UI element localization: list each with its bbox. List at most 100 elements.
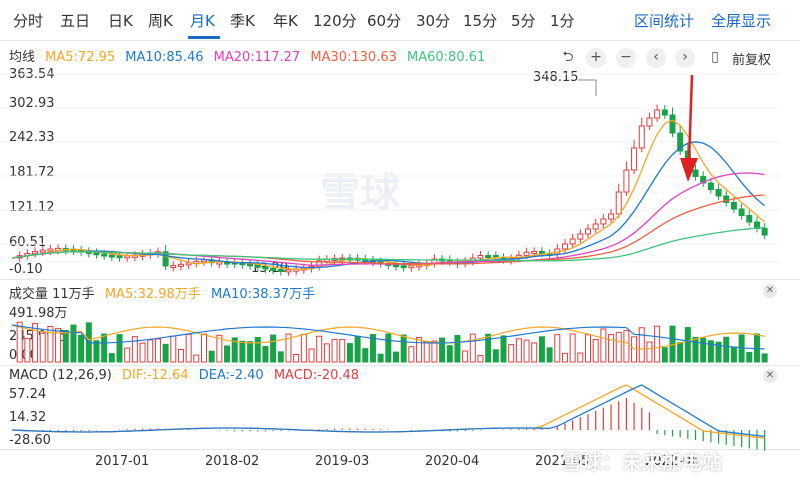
tab-120min[interactable]: 120分 — [313, 12, 357, 30]
close-volume-panel-icon[interactable]: ✕ — [763, 284, 777, 298]
zoom-out-icon[interactable]: − — [616, 48, 636, 68]
volume-bar — [723, 336, 730, 363]
annotation-arrow-shaft — [687, 74, 694, 161]
candle — [124, 255, 131, 259]
volume-bar — [55, 328, 62, 363]
tab-30min[interactable]: 30分 — [416, 12, 451, 30]
candle — [654, 109, 661, 119]
date-tick-label: 2021-05 — [535, 454, 590, 469]
vol-ma10-label: MA10:38.37万手 — [210, 287, 316, 302]
candle — [746, 215, 753, 223]
volume-bar — [492, 349, 499, 363]
interval-stats-button[interactable]: 区间统计 — [634, 12, 695, 30]
volume-bar — [715, 341, 722, 363]
fullscreen-button[interactable]: 全屏显示 — [711, 12, 772, 30]
ma-line — [11, 226, 765, 262]
ma-line — [11, 194, 765, 265]
candle — [193, 260, 200, 264]
candle — [669, 114, 676, 134]
volume-ma-line — [11, 324, 765, 350]
volume-legend: 成交量 11万手 MA5:32.98万手 MA10:38.37万手 — [9, 283, 321, 302]
volume-bar — [339, 339, 346, 363]
volume-bar — [177, 349, 184, 363]
candle — [677, 132, 684, 152]
volume-bar — [369, 333, 376, 363]
tab-day-k[interactable]: 日K — [108, 12, 133, 30]
candle-icon[interactable]: ▯ — [711, 49, 719, 65]
tab-1min[interactable]: 1分 — [550, 12, 575, 30]
volume-bar — [247, 341, 254, 363]
panel-divider — [0, 365, 800, 366]
volume-bar — [554, 334, 561, 363]
volume-bar — [254, 337, 261, 363]
tab-15min[interactable]: 15分 — [463, 12, 498, 30]
date-tick-label: 2018-02 — [205, 454, 260, 469]
macd-tick-label: 57.24 — [9, 387, 47, 402]
undo-icon[interactable]: ⮌ — [562, 49, 574, 65]
volume-bar — [431, 340, 438, 363]
candle — [39, 249, 46, 253]
chevron-left-icon[interactable]: ‹ — [646, 48, 666, 68]
volume-bar — [646, 341, 653, 363]
chevron-right-icon[interactable]: › — [675, 48, 695, 68]
volume-bar — [753, 333, 760, 363]
macd-tick-label: -28.60 — [9, 433, 51, 448]
volume-bar — [523, 339, 530, 363]
volume-bar — [700, 337, 707, 363]
dea-label: DEA:-2.40 — [198, 368, 264, 383]
tab-year-k[interactable]: 年K — [273, 12, 298, 30]
volume-bar — [270, 334, 277, 363]
candle — [393, 264, 399, 268]
candle — [638, 125, 645, 149]
candle — [408, 265, 415, 269]
volume-bar — [124, 347, 131, 363]
candle — [262, 266, 269, 270]
tab-month-k[interactable]: 月K — [190, 12, 215, 30]
candle — [177, 263, 184, 267]
tab-week-k[interactable]: 周K — [148, 12, 173, 30]
volume-bar — [170, 335, 177, 363]
panel-divider — [0, 449, 800, 450]
tab-60min[interactable]: 60分 — [367, 12, 402, 30]
macd-line — [11, 384, 765, 439]
volume-bar — [78, 334, 85, 363]
volume-bar — [185, 333, 192, 363]
volume-bar — [300, 333, 307, 363]
tab-5min[interactable]: 5分 — [511, 12, 536, 30]
price-tick-label: 302.93 — [9, 96, 55, 111]
volume-bar — [316, 335, 323, 363]
price-adjust-selector[interactable]: 前复权 — [732, 53, 772, 68]
ma-line — [11, 141, 766, 269]
candle — [738, 208, 745, 216]
candle — [631, 147, 638, 171]
volume-bar — [585, 334, 591, 363]
volume-bar — [561, 352, 568, 363]
volume-bar — [546, 347, 553, 363]
tab-five-day[interactable]: 五日 — [60, 12, 91, 30]
tab-quarter-k[interactable]: 季K — [230, 12, 255, 30]
volume-bar — [293, 354, 300, 363]
volume-bar — [654, 325, 661, 363]
zoom-in-icon[interactable]: + — [586, 48, 606, 68]
ma-line — [11, 119, 766, 271]
volume-ma-line — [11, 324, 765, 350]
volume-bar — [677, 342, 684, 363]
tab-minute[interactable]: 分时 — [13, 12, 44, 30]
date-tick-label: 2019-03 — [315, 454, 370, 469]
xueqiu-watermark: 雪球：未来加电站 — [562, 450, 722, 474]
volume-bar — [62, 329, 69, 363]
candle — [569, 238, 576, 245]
price-panel-title: 均线 — [9, 50, 36, 65]
volume-bar — [70, 324, 77, 363]
volume-bar — [692, 336, 699, 363]
volume-bar — [393, 351, 399, 363]
candle — [185, 262, 192, 266]
volume-bar — [108, 353, 115, 363]
volume-bar — [569, 333, 576, 363]
volume-bar — [116, 334, 123, 363]
date-tick-label: 2017-01 — [95, 454, 150, 469]
candle — [162, 251, 169, 267]
close-macd-panel-icon[interactable]: ✕ — [763, 369, 777, 383]
